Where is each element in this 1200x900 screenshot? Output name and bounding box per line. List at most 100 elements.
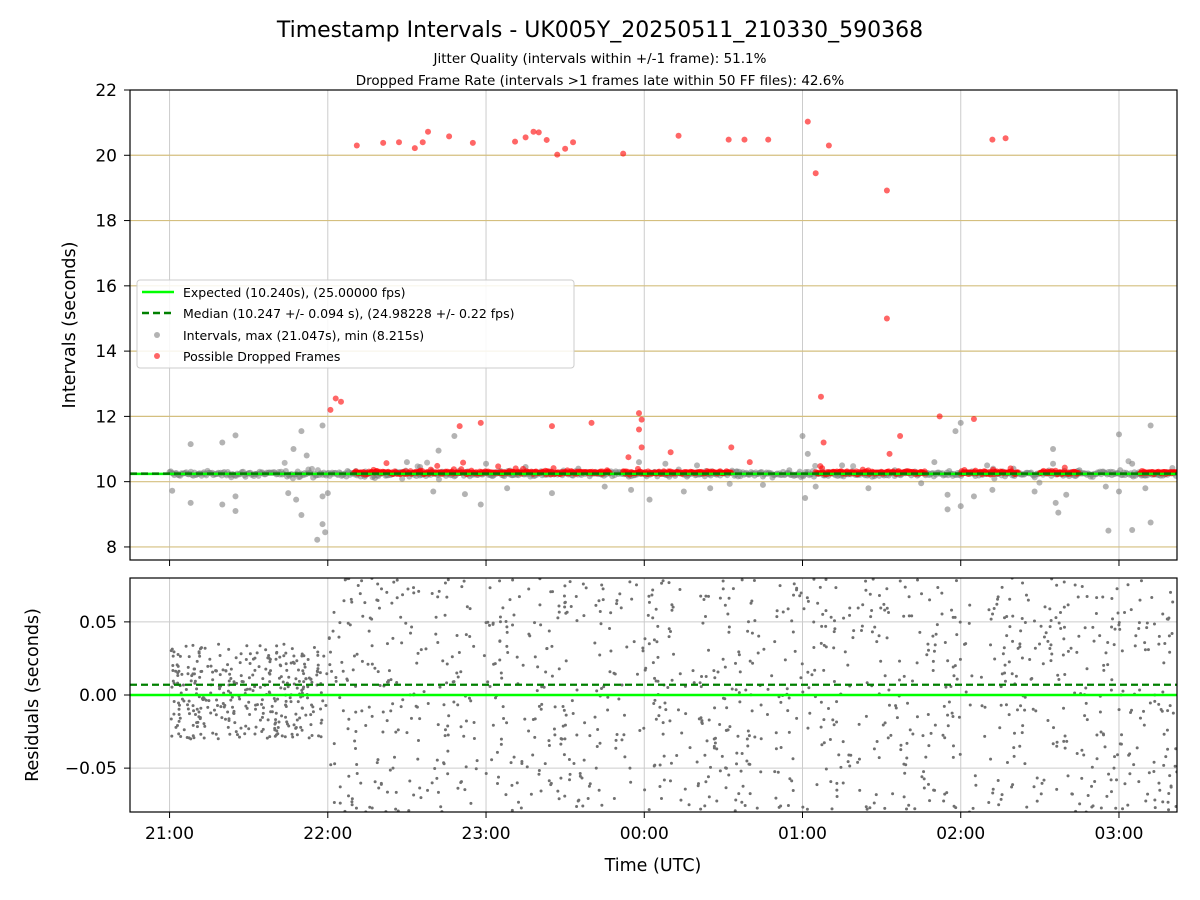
residual-point: [231, 705, 235, 709]
residual-point: [559, 776, 563, 780]
residual-point: [1055, 583, 1059, 587]
residual-point: [886, 736, 890, 740]
residual-point: [841, 740, 845, 744]
residual-point: [178, 654, 182, 658]
residual-point: [833, 619, 837, 623]
residual-point: [547, 629, 551, 633]
residual-point: [792, 582, 796, 586]
residual-point: [459, 670, 463, 674]
dropped-frame-point: [543, 136, 550, 143]
residual-point: [614, 738, 618, 742]
residual-point: [419, 648, 423, 652]
residual-point: [936, 585, 940, 589]
residual-point: [1102, 663, 1106, 667]
residual-point: [739, 769, 743, 773]
residual-point: [399, 705, 403, 709]
residual-point: [468, 634, 472, 638]
residual-point: [759, 737, 763, 741]
residual-point: [303, 665, 307, 669]
residual-point: [897, 678, 901, 682]
residual-point: [211, 670, 215, 674]
residual-point: [416, 738, 420, 742]
residual-point: [511, 623, 515, 627]
interval-point: [281, 459, 288, 466]
residual-point: [401, 698, 405, 702]
residual-point: [469, 699, 473, 703]
residual-point: [278, 655, 282, 659]
residual-point: [234, 656, 238, 660]
dropped-frame-point: [383, 460, 390, 467]
residual-point: [474, 767, 478, 771]
residual-point: [468, 607, 472, 611]
residual-point: [1001, 652, 1005, 656]
residual-point: [925, 653, 929, 657]
residual-point: [396, 728, 400, 732]
dropped-frame-point: [817, 393, 824, 400]
residual-point: [385, 719, 389, 723]
residual-point: [606, 708, 610, 712]
residual-point: [807, 686, 811, 690]
residual-point: [721, 579, 725, 583]
residual-point: [276, 732, 280, 736]
residual-point: [1095, 733, 1099, 737]
residual-point: [355, 762, 359, 766]
residual-point: [1146, 792, 1150, 796]
residual-point: [1083, 626, 1087, 630]
residual-point: [284, 703, 288, 707]
residual-point: [1000, 793, 1004, 797]
residual-point: [504, 793, 508, 797]
residual-point: [1115, 587, 1119, 591]
residual-point: [1143, 641, 1147, 645]
residual-point: [456, 786, 460, 790]
residual-point: [226, 689, 230, 693]
residual-point: [1126, 803, 1130, 807]
residual-point: [875, 640, 879, 644]
residual-point: [486, 620, 490, 624]
residual-point: [1157, 634, 1161, 638]
residual-point: [667, 627, 671, 631]
residual-point: [1174, 747, 1177, 751]
legend-dropped-swatch: [154, 353, 160, 359]
residual-point: [306, 658, 310, 662]
interval-point: [219, 501, 226, 508]
residual-point: [1085, 595, 1089, 599]
residual-point: [525, 765, 529, 769]
residual-point: [409, 716, 413, 720]
residual-point: [790, 779, 794, 783]
residual-point: [647, 600, 651, 604]
residual-point: [830, 807, 834, 811]
residual-point: [599, 622, 603, 626]
dropped-frame-point: [396, 139, 403, 146]
residual-point: [373, 666, 377, 670]
residual-point: [842, 616, 846, 620]
residual-point: [284, 651, 288, 655]
residual-point: [216, 737, 220, 741]
residual-point: [310, 680, 314, 684]
residual-point: [715, 799, 719, 803]
residual-point: [217, 642, 221, 646]
residual-point: [929, 731, 933, 735]
residual-point: [827, 707, 831, 711]
residual-point: [394, 790, 398, 794]
residual-point: [459, 725, 463, 729]
residual-point: [942, 799, 946, 803]
residual-point: [595, 689, 599, 693]
residual-point: [721, 657, 725, 661]
residual-point: [848, 764, 852, 768]
dropped-frame-point: [883, 187, 890, 194]
dropped-frame-point: [635, 426, 642, 433]
residual-point: [456, 703, 460, 707]
residual-point: [435, 776, 439, 780]
residual-point: [1101, 595, 1105, 599]
interval-point: [957, 419, 964, 426]
residual-point: [171, 669, 175, 673]
residual-point: [822, 668, 826, 672]
residual-point: [300, 688, 304, 692]
residual-point: [257, 665, 261, 669]
residual-point: [536, 665, 540, 669]
residual-point: [1019, 704, 1023, 708]
residual-point: [535, 689, 539, 693]
interval-point: [1031, 488, 1038, 495]
interval-point: [285, 490, 292, 497]
residual-point: [670, 603, 674, 607]
